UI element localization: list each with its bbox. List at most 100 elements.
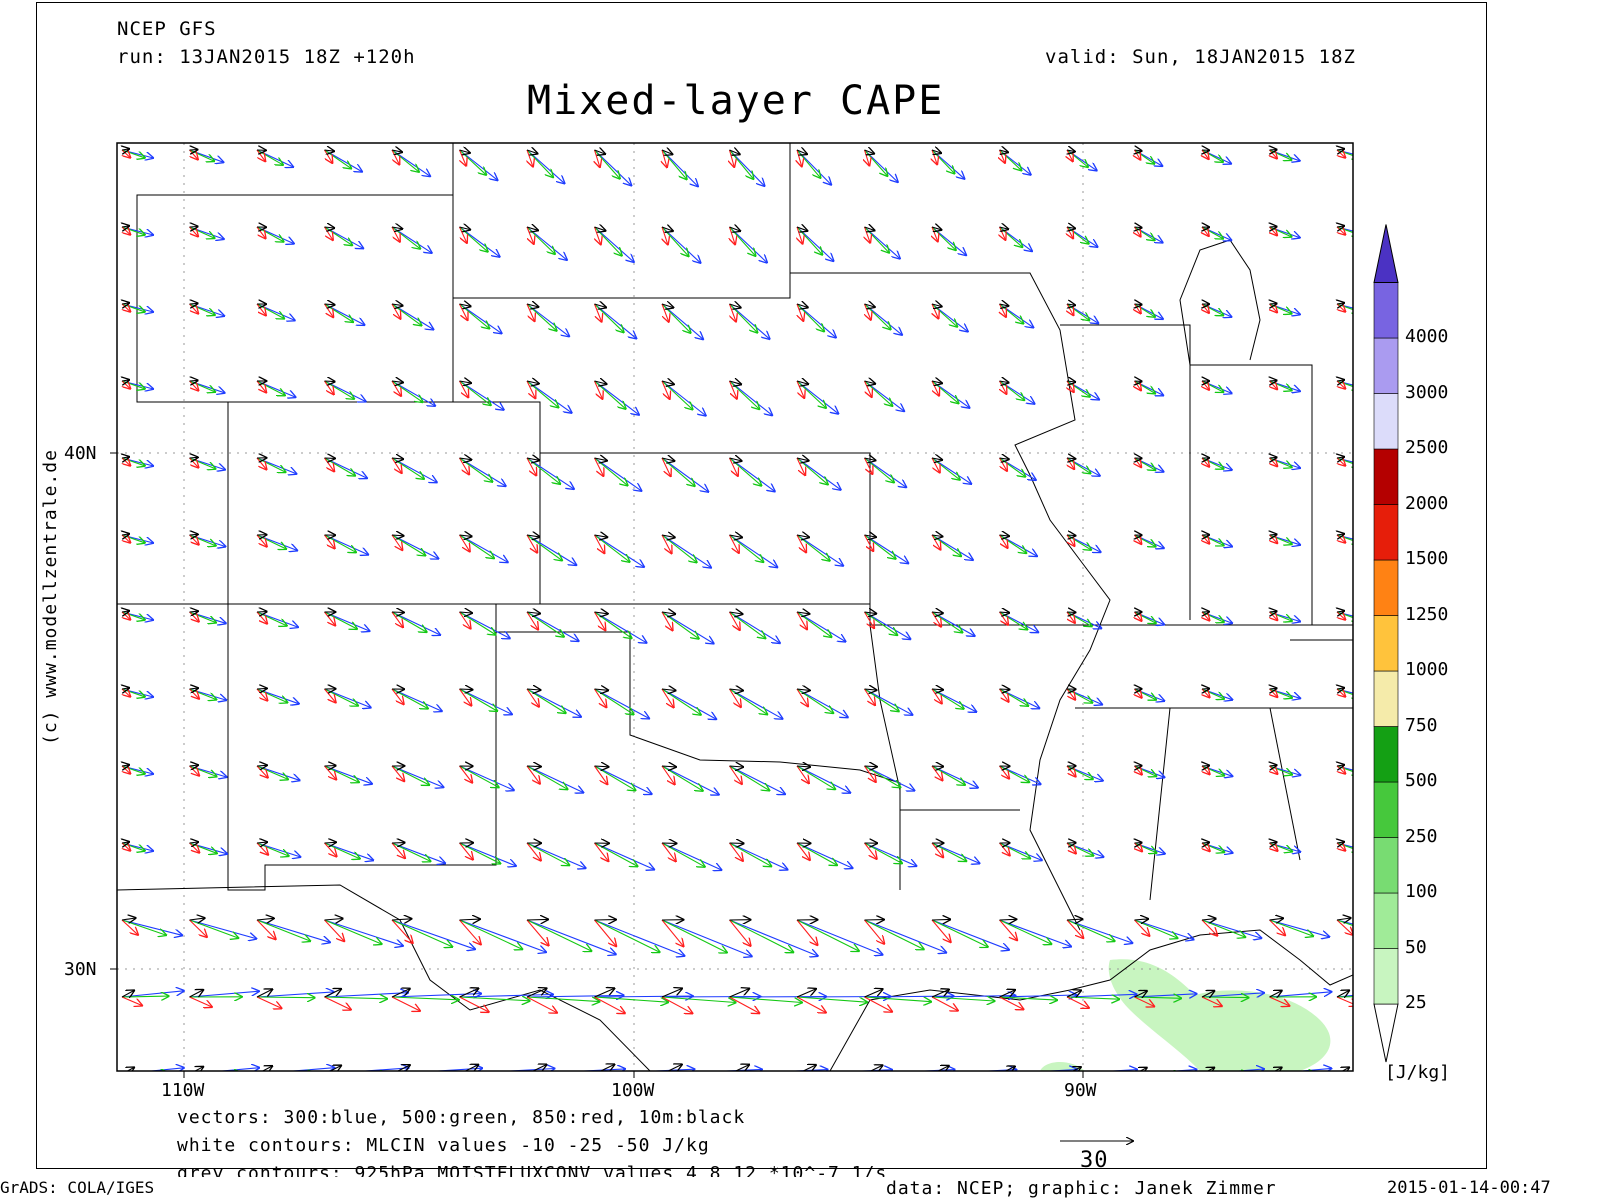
wind-vector: [1201, 919, 1216, 920]
wind-vector: [324, 842, 360, 859]
wind-vector: [1337, 688, 1344, 689]
wind-vector: [1066, 765, 1093, 779]
wind-vector: [122, 303, 129, 304]
wind-vector: [1066, 535, 1075, 536]
wind-vector: [729, 380, 760, 409]
wind-vector: [1066, 919, 1082, 920]
wind-vector: [594, 534, 630, 562]
wind-vector: [797, 1074, 868, 1076]
wind-vector: [526, 919, 591, 951]
wind-vector: [661, 996, 736, 1003]
wind-vector: [391, 458, 403, 459]
wind-vector: [594, 304, 606, 307]
wind-vector: [526, 380, 558, 407]
wind-vector: [932, 1074, 995, 1076]
wind-vector: [189, 842, 217, 853]
cape-shading-south: [1040, 1061, 1085, 1071]
wind-vector: [391, 226, 420, 249]
wind-vector: [931, 611, 975, 636]
wind-vector: [729, 612, 743, 614]
wind-vector: [931, 534, 973, 560]
wind-vector: [459, 304, 471, 306]
wind-vector: [1067, 381, 1075, 382]
wind-vector: [729, 304, 741, 308]
wind-vector: [458, 149, 467, 166]
wind-vector: [256, 611, 267, 624]
wind-vector: [1269, 919, 1286, 935]
wind-vector: [661, 457, 708, 492]
colorbar-swatch: [1373, 282, 1399, 339]
wind-vector: [391, 611, 427, 632]
wind-vector: [256, 992, 334, 998]
wind-vector: [459, 150, 470, 153]
wind-vector: [662, 1074, 693, 1089]
boundaries: [117, 143, 1353, 1071]
wind-vector: [391, 765, 429, 785]
wind-vector: [864, 150, 875, 154]
wind-vector: [1201, 996, 1222, 1006]
wind-vector: [324, 919, 343, 921]
wind-vector: [661, 303, 669, 322]
wind-vector: [729, 457, 775, 491]
wind-vector: [931, 765, 978, 788]
wind-vector: [594, 534, 605, 553]
wind-vector: [391, 303, 400, 319]
wind-vector: [1269, 918, 1284, 920]
wind-vector: [796, 842, 810, 860]
wind-vector: [1000, 1074, 1058, 1075]
wind-vector: [796, 534, 830, 561]
wind-vector: [459, 611, 471, 629]
colorbar-level-label: 50: [1405, 936, 1427, 958]
wind-vector: [594, 842, 638, 866]
wind-vector: [864, 226, 890, 253]
wind-vector: [391, 149, 419, 172]
wind-vector: [459, 765, 473, 783]
wind-vector: [661, 689, 676, 691]
wind-vector: [256, 303, 284, 319]
wind-vector: [324, 226, 353, 245]
wind-vector: [864, 689, 877, 690]
wind-vector: [527, 1074, 558, 1089]
wind-vector: [729, 534, 764, 562]
wind-vector: [661, 534, 711, 568]
wind-vector: [864, 919, 924, 949]
wind-vector: [526, 457, 574, 489]
wind-vector: [999, 990, 1015, 998]
wind-vector: [325, 1074, 352, 1086]
wind-vector: [595, 226, 601, 244]
lon-label-110w: 110W: [161, 1080, 205, 1101]
wind-vector: [526, 842, 541, 861]
wind-vector: [936, 1066, 949, 1071]
wind-vector: [1337, 1073, 1384, 1074]
colorbar-unit: [J/kg]: [1385, 1062, 1451, 1083]
wind-vector: [324, 457, 335, 471]
wind-vector: [1201, 991, 1214, 997]
wind-vector: [931, 997, 994, 1001]
wind-vector: [526, 304, 538, 307]
wind-vector: [459, 380, 491, 405]
figure-frame: [36, 2, 1487, 1169]
wind-vector: [324, 150, 334, 151]
wind-vector: [661, 996, 692, 1013]
wind-vector: [796, 765, 850, 793]
wind-vector: [189, 918, 205, 920]
lon-label-100w: 100W: [611, 1080, 655, 1101]
wind-vector: [459, 842, 516, 866]
wind-vector: [256, 765, 268, 778]
wind-vector: [459, 457, 493, 482]
wind-vector: [661, 381, 674, 384]
wind-vector: [864, 842, 917, 866]
wind-vector: [599, 1065, 615, 1071]
wind-vector: [1201, 149, 1223, 162]
wind-vector: [392, 1074, 460, 1075]
wind-vector: [594, 688, 634, 714]
wind-vector: [1202, 1074, 1222, 1083]
wind-vector: [189, 688, 217, 700]
wind-vector: [594, 611, 606, 630]
wind-vector: [932, 1074, 959, 1087]
wind-vector: [1000, 1074, 1025, 1086]
wind-vector: [661, 766, 676, 767]
wind-vector: [1201, 611, 1224, 622]
wind-vector: [256, 149, 283, 165]
wind-vector: [1134, 842, 1157, 853]
